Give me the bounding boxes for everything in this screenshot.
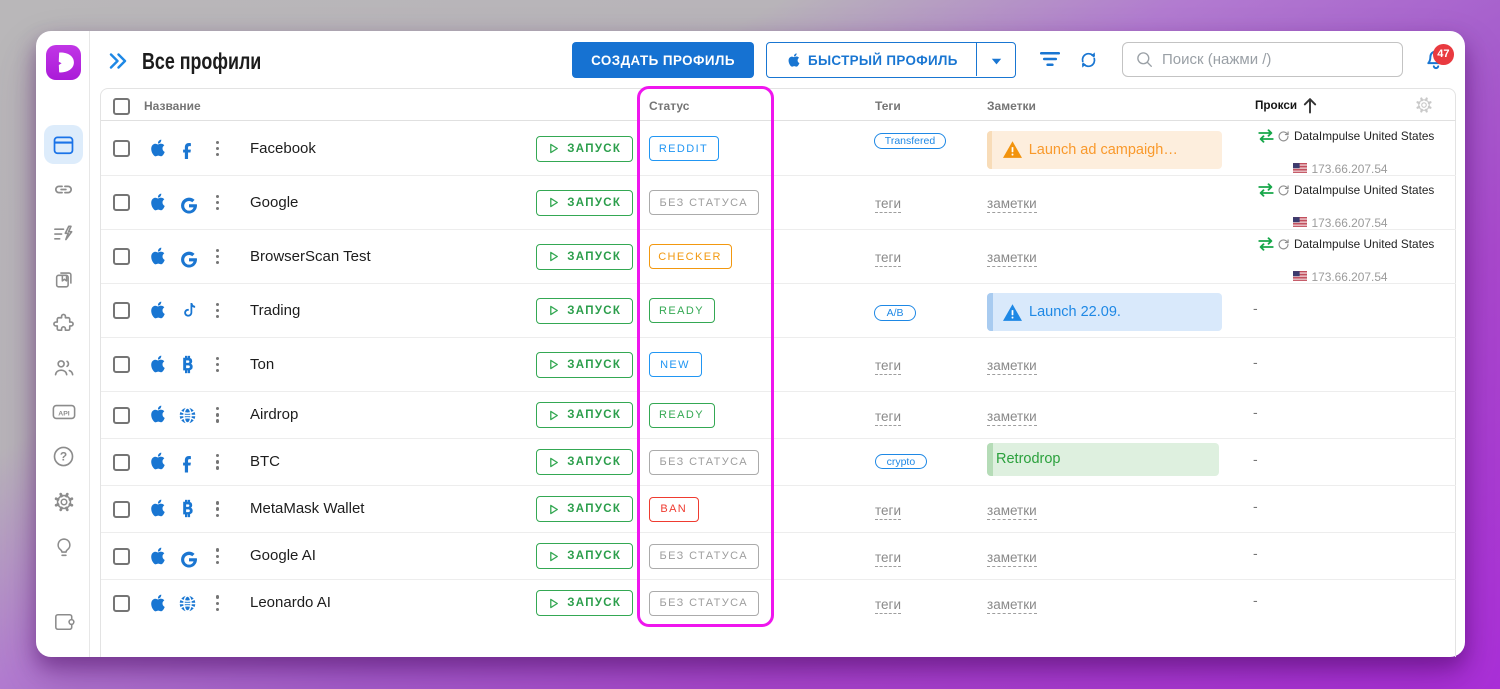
svg-text:?: ?: [60, 450, 67, 464]
svg-text:API: API: [58, 411, 69, 418]
